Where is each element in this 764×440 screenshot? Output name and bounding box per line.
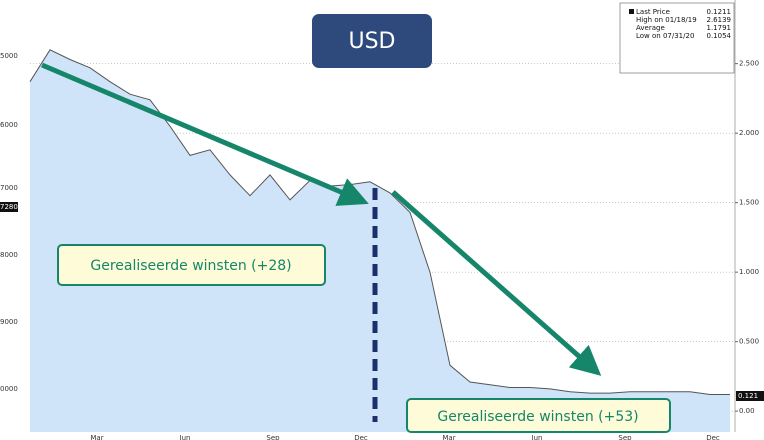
x-tick-label: Mar bbox=[442, 434, 455, 440]
x-tick-label: Jun bbox=[179, 434, 191, 440]
legend bbox=[619, 2, 735, 74]
legend-value: 0.1211 bbox=[707, 8, 732, 16]
price-line bbox=[29, 49, 730, 395]
legend-label: Low on 07/31/20 bbox=[636, 32, 694, 40]
legend-label: High on 01/18/19 bbox=[636, 16, 697, 24]
left-tick-label: 9000 bbox=[0, 318, 18, 326]
y-tick-label: 0.500 bbox=[739, 338, 759, 346]
legend-swatch bbox=[629, 9, 634, 14]
left-tick-label: 8000 bbox=[0, 251, 18, 259]
x-tick-label: Dec bbox=[706, 434, 720, 440]
legend-label: Average bbox=[636, 24, 665, 32]
annotation: Gerealiseerde winsten (+53) bbox=[437, 409, 638, 425]
y-tick-label: 2.500 bbox=[739, 60, 759, 68]
last-tag-box bbox=[736, 391, 764, 401]
legend-value: 0.1054 bbox=[707, 32, 732, 40]
annotation: Gerealiseerde winsten (+28) bbox=[90, 258, 291, 274]
annotation-box bbox=[57, 244, 326, 286]
annotation-box bbox=[406, 398, 671, 433]
left-tag: 7280 bbox=[0, 203, 18, 211]
x-tick-label: Mar bbox=[90, 434, 103, 440]
y-tick-label: 1.500 bbox=[739, 199, 759, 207]
area bbox=[30, 49, 730, 433]
x-tick-label: Dec bbox=[354, 434, 368, 440]
left-tick-label: 6000 bbox=[0, 121, 18, 129]
x-tick-label: Sep bbox=[618, 434, 632, 440]
y-tick-label: 1.000 bbox=[739, 268, 759, 276]
chart-title: USD bbox=[348, 29, 395, 54]
y-tick-label: 2.000 bbox=[739, 129, 759, 137]
left-tag-box bbox=[0, 202, 18, 212]
left-tick-label: 5000 bbox=[0, 52, 18, 60]
legend-value: 2.6139 bbox=[707, 16, 732, 24]
trend-arrow bbox=[41, 62, 369, 206]
last-price-tag: 0.121 bbox=[738, 392, 758, 400]
x-tick-label: Jun bbox=[531, 434, 543, 440]
legend-label: Last Price bbox=[636, 8, 670, 16]
title-box bbox=[312, 14, 432, 68]
left-tick-label: 0000 bbox=[0, 385, 18, 393]
left-tick-label: 7000 bbox=[0, 184, 18, 192]
x-tick-label: Sep bbox=[266, 434, 280, 440]
legend-entries: Last Price 0.1211 High on 01/18/19 2.6139 Av… bbox=[629, 8, 732, 40]
y-tick-label: 0.00 bbox=[739, 407, 755, 415]
legend-value: 1.1791 bbox=[707, 24, 732, 32]
trend-arrow bbox=[391, 190, 602, 376]
